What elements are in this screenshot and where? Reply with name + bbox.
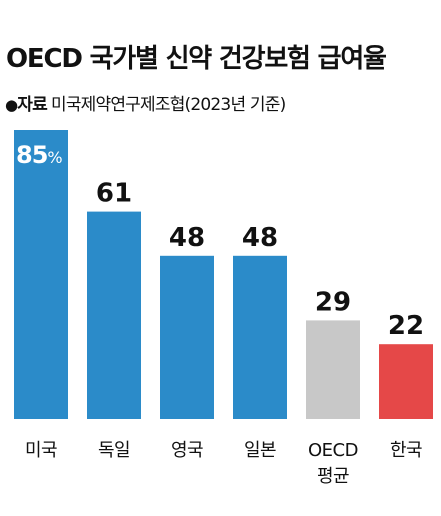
bar-2	[160, 255, 214, 419]
source-note: ●자료 미국제약연구제조협(2023년 기준)	[5, 90, 286, 115]
bar-value-label-5: 22	[388, 311, 424, 341]
category-label-0: 미국	[25, 440, 57, 461]
bar-value-label-2: 48	[169, 223, 205, 253]
source-text: 미국제약연구제조협(2023년 기준)	[50, 95, 286, 115]
bar-value-label-3: 48	[242, 223, 278, 253]
chart-title: OECD 국가별 신약 건강보험 급여율	[6, 44, 387, 74]
category-label-5: 한국	[390, 440, 422, 461]
category-label-4-line-1: 평균	[317, 466, 349, 487]
category-label-1: 독일	[98, 440, 130, 461]
source-bullet-icon: ●	[5, 96, 18, 114]
bar-1	[87, 211, 141, 419]
source-label: 자료	[17, 95, 47, 115]
category-label-4-line-0: OECD	[308, 440, 358, 461]
bar-value-label-1: 61	[96, 179, 132, 209]
bar-3	[233, 255, 287, 419]
bar-5	[379, 344, 433, 419]
bar-value-label-4: 29	[315, 287, 351, 317]
bar-0	[14, 130, 68, 419]
bar-4	[306, 320, 360, 419]
category-label-3: 일본	[244, 440, 276, 461]
category-label-2: 영국	[171, 440, 203, 461]
bar-value-label-0: 85%	[16, 141, 62, 169]
